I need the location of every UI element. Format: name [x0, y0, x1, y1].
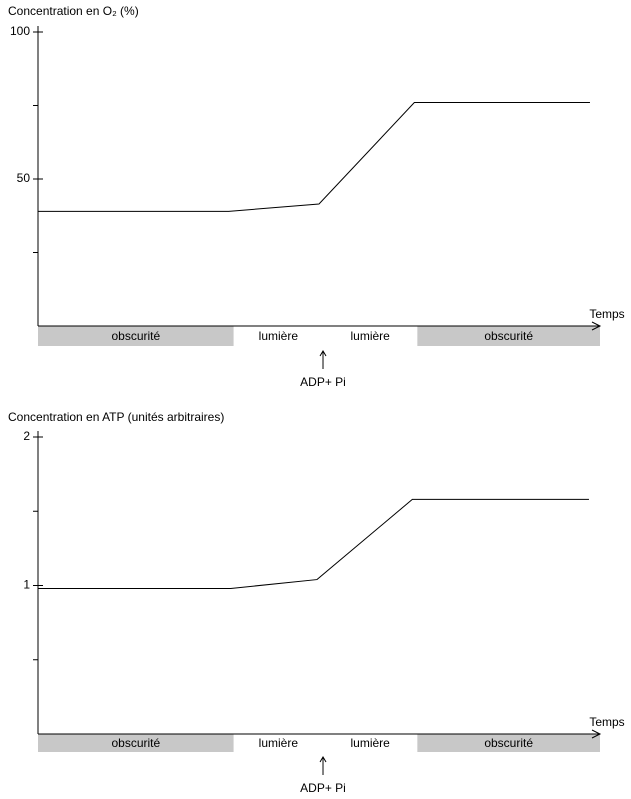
- x-axis-label: Temps: [589, 715, 624, 729]
- y-tick-label: 1: [23, 578, 30, 592]
- period-label: obscurité: [484, 329, 533, 343]
- period: [323, 734, 418, 752]
- data-line: [38, 102, 590, 212]
- period: [417, 734, 600, 752]
- annotation-arrowhead: [319, 756, 327, 763]
- x-axis-arrow: [591, 729, 602, 739]
- y-tick-label: 50: [17, 171, 31, 185]
- period-label: obscurité: [111, 329, 160, 343]
- period: [323, 326, 418, 346]
- period-label: lumière: [351, 329, 391, 343]
- annotation-arrowhead: [319, 350, 327, 357]
- period-label: obscurité: [111, 736, 160, 750]
- y-tick-label: 2: [23, 429, 30, 443]
- x-axis-label: Temps: [589, 307, 624, 321]
- annotation-label: ADP+ Pi: [300, 781, 346, 795]
- y-tick-label: 100: [10, 24, 30, 38]
- period: [233, 326, 324, 346]
- period: [233, 734, 324, 752]
- chart-title: Concentration en ATP (unités arbitraires…: [8, 410, 224, 424]
- period: [38, 326, 234, 346]
- annotation-label: ADP+ Pi: [300, 375, 346, 389]
- period-label: lumière: [259, 736, 299, 750]
- period: [417, 326, 600, 346]
- period-label: lumière: [351, 736, 391, 750]
- period-label: lumière: [259, 329, 299, 343]
- period: [38, 734, 234, 752]
- period-label: obscurité: [484, 736, 533, 750]
- x-axis-arrow: [591, 321, 602, 331]
- data-line: [38, 498, 589, 589]
- chart-title: Concentration en O₂ (%): [8, 4, 139, 18]
